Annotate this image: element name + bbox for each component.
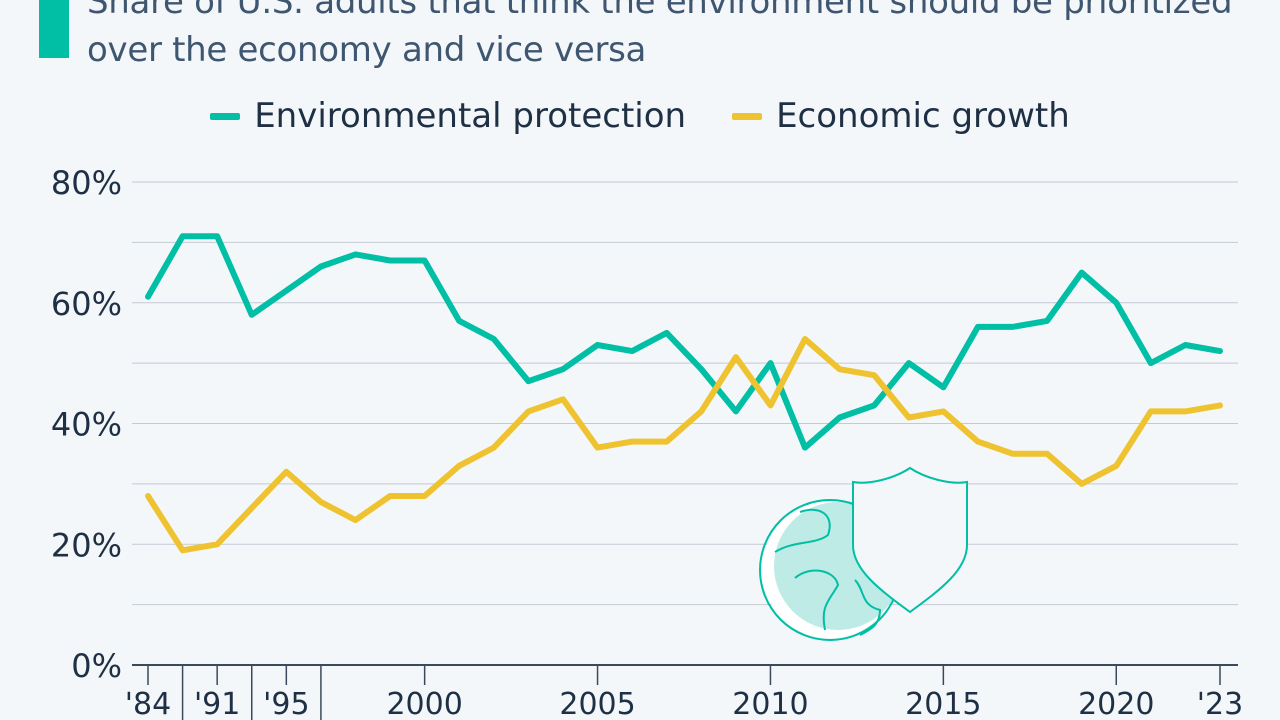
y-tick-label: 40% — [51, 406, 122, 444]
globe-shield-icon — [759, 466, 968, 641]
x-tick-label: '23 — [1197, 687, 1243, 720]
y-tick-label: 0% — [71, 647, 122, 685]
legend-swatch — [210, 112, 241, 120]
legend-item-economy: Economic growth — [732, 96, 1070, 136]
x-tick-label: 2015 — [905, 687, 981, 720]
legend-label: Environmental protection — [254, 96, 687, 136]
x-tick-label: 2010 — [732, 687, 808, 720]
x-tick-label: 2000 — [386, 687, 462, 720]
legend-item-environment: Environmental protection — [210, 96, 686, 136]
series-line-economic-growth — [145, 336, 1223, 554]
y-tick-label: 80% — [51, 164, 122, 202]
title-accent-bar — [39, 0, 69, 58]
y-tick-label: 20% — [51, 526, 122, 564]
legend-swatch — [732, 112, 763, 120]
series-line-environmental-protection — [145, 233, 1223, 451]
chart-title: Share of U.S. adults that think the envi… — [87, 0, 1233, 70]
legend: Environmental protection Economic growth — [0, 96, 1280, 136]
x-tick-label: 2005 — [559, 687, 635, 720]
x-tick-label: '84 — [125, 687, 171, 720]
series-points-1 — [147, 338, 1221, 551]
legend-label: Economic growth — [776, 96, 1070, 136]
y-tick-label: 60% — [51, 285, 122, 323]
series-points-0 — [147, 236, 1221, 448]
x-tick-label: '95 — [263, 687, 309, 720]
x-tick-label: '91 — [194, 687, 240, 720]
x-tick-label: 2020 — [1078, 687, 1154, 720]
